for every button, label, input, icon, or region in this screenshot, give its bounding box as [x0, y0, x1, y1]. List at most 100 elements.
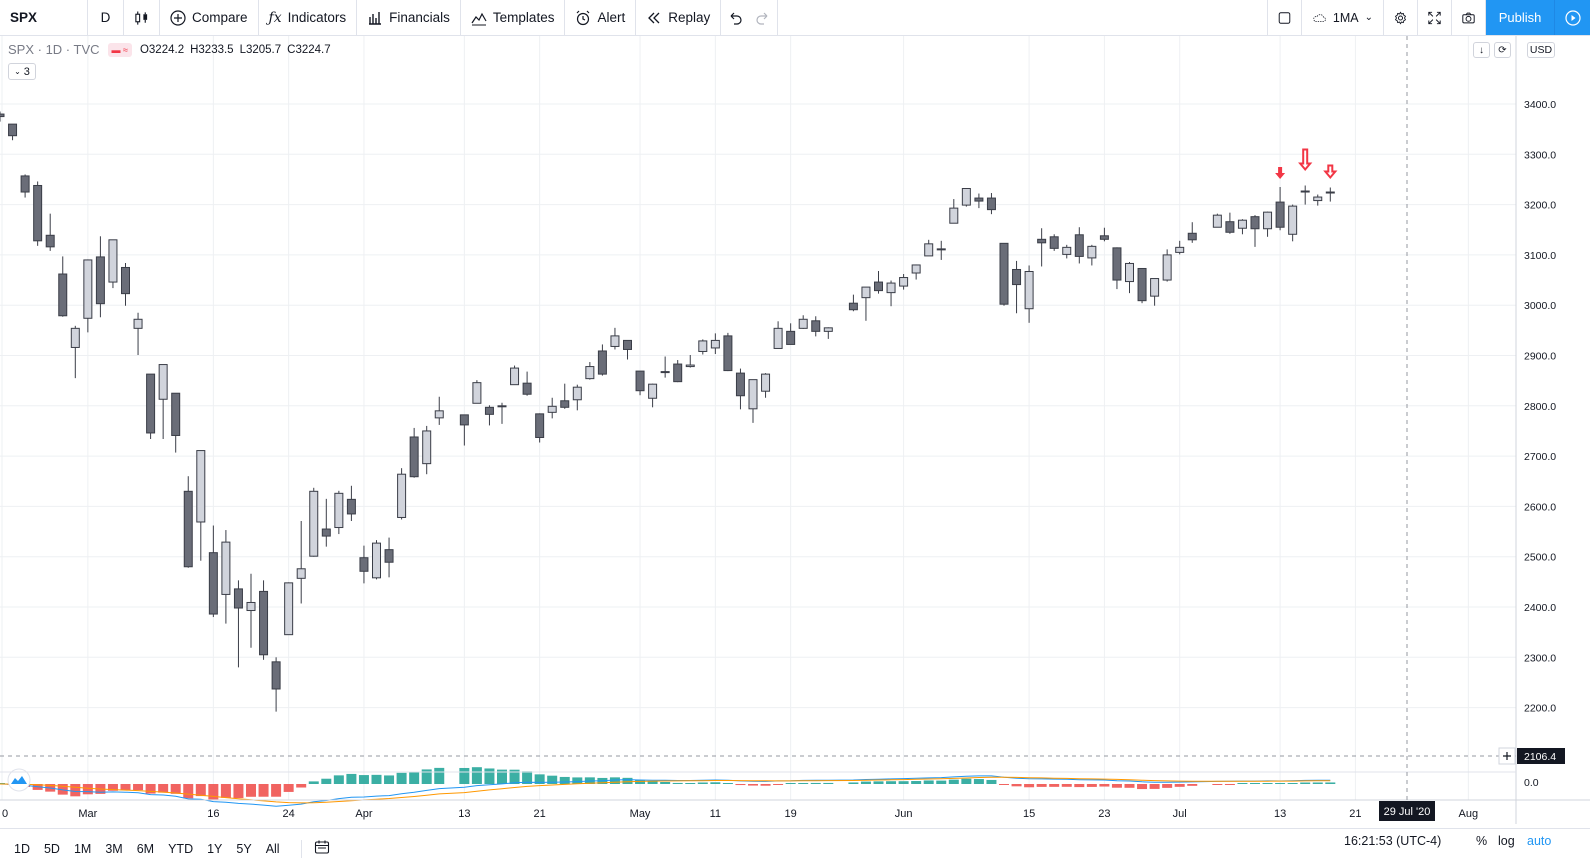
candle [673, 360, 683, 383]
candle-body [1112, 247, 1122, 281]
candle-body [70, 327, 80, 348]
candle-body [259, 590, 269, 656]
open-value: O3224.2 [139, 43, 185, 56]
candle-body [1325, 191, 1335, 194]
symbol-label: SPX [10, 10, 38, 25]
range-all[interactable]: All [265, 841, 280, 856]
range-1m[interactable]: 1M [73, 841, 92, 856]
series-legend[interactable]: SPX · 1D · TVC ▬ ≈ O3224.2 H3233.5 L3205… [8, 42, 331, 57]
settings-button[interactable] [1384, 0, 1418, 35]
candle-body [786, 330, 796, 345]
osc-histogram-bar [1212, 784, 1223, 785]
range-1d[interactable]: 1D [14, 841, 30, 856]
osc-histogram-bar [647, 781, 658, 784]
low-value: L3205.7 [239, 43, 282, 56]
percent-scale-button[interactable]: % [1476, 834, 1488, 848]
scroll-down-button[interactable]: ↓ [1473, 42, 1490, 58]
time-tick-label: Mar [78, 808, 97, 820]
chart-pane[interactable]: 3400.0 3300.0 3200.0 3100.0 3000.0 2900.0 2800… [0, 36, 1590, 824]
candle [284, 582, 294, 636]
financials-button[interactable]: Financials [357, 0, 461, 35]
candle [522, 371, 532, 396]
osc-histogram-bar [484, 768, 495, 784]
osc-histogram-bar [183, 784, 194, 799]
price-chart[interactable]: 3400.0 3300.0 3200.0 3100.0 3000.0 2900.0 2800… [0, 36, 1590, 824]
candle [1162, 249, 1172, 282]
candle-body [284, 582, 294, 636]
candle [723, 332, 733, 372]
candle [33, 181, 43, 246]
chart-grid [0, 36, 1516, 800]
candle-body [1225, 221, 1235, 233]
osc-histogram-bar [107, 784, 118, 791]
osc-histogram-bar [672, 782, 683, 784]
price-tick-label: 3200.0 [1524, 200, 1556, 212]
market-status-badge[interactable]: ▬ ≈ [107, 42, 132, 57]
templates-button[interactable]: Templates [461, 0, 566, 35]
indicators-toggle[interactable]: ⌄ 3 [8, 63, 36, 80]
candle [773, 321, 783, 349]
price-tick-label: 2900.0 [1524, 351, 1556, 363]
series-title[interactable]: SPX · 1D · TVC [8, 42, 100, 57]
candle-body [1024, 270, 1034, 310]
candle [786, 323, 796, 345]
snapshot-button[interactable] [1452, 0, 1486, 35]
layout-menu-button[interactable]: 1MA ⌄ [1302, 0, 1384, 35]
compare-label: Compare [192, 10, 248, 25]
candle-body [397, 473, 407, 518]
osc-histogram-bar [471, 767, 482, 784]
range-ytd[interactable]: YTD [168, 841, 194, 856]
compare-button[interactable]: Compare [160, 0, 259, 35]
candle-body [924, 243, 934, 257]
candle-body [735, 372, 745, 397]
play-button[interactable] [1554, 0, 1590, 35]
range-5d[interactable]: 5D [43, 841, 60, 856]
osc-histogram-bar [999, 784, 1009, 785]
osc-histogram-bar [1011, 784, 1022, 787]
redo-button[interactable] [749, 0, 779, 35]
indicators-button[interactable]: ƒx Indicators [259, 0, 358, 35]
range-1y[interactable]: 1Y [207, 841, 223, 856]
signal-markers [1275, 148, 1338, 180]
financials-label: Financials [389, 10, 450, 25]
osc-histogram-bar [622, 777, 633, 784]
alert-button[interactable]: Alert [565, 0, 637, 35]
candle [296, 520, 306, 604]
osc-histogram-bar [145, 784, 156, 794]
osc-histogram-bar [1325, 782, 1336, 784]
candle [271, 657, 281, 712]
interval-button[interactable]: D [88, 0, 124, 35]
range-6m[interactable]: 6M [136, 841, 155, 856]
osc-histogram-bar [1262, 783, 1273, 784]
symbol-search-button[interactable]: SPX [0, 0, 88, 35]
fullscreen-layout-button[interactable] [1268, 0, 1302, 35]
osc-histogram-bar [1174, 784, 1185, 787]
auto-scale-button[interactable]: auto [1527, 834, 1552, 848]
undo-button[interactable] [721, 0, 749, 35]
osc-histogram-bar [321, 778, 332, 784]
replay-label: Replay [668, 10, 711, 25]
reset-scale-button[interactable]: ⟳ [1494, 42, 1511, 58]
candle [334, 490, 344, 535]
arrow-down-icon [1298, 148, 1313, 172]
candle [635, 370, 645, 396]
range-3m[interactable]: 3M [105, 841, 123, 856]
candle-body [1313, 196, 1323, 202]
currency-button[interactable]: USD [1527, 42, 1555, 58]
candle-body [422, 430, 432, 465]
range-5y[interactable]: 5Y [236, 841, 252, 856]
publish-button[interactable]: Publish [1486, 0, 1554, 35]
go-to-date-button[interactable] [314, 839, 330, 858]
candle-body [936, 248, 946, 251]
arrow-down-icon [1275, 166, 1286, 179]
clock-timezone[interactable]: 16:21:53 (UTC-4) [1344, 834, 1442, 848]
replay-button[interactable]: Replay [636, 0, 722, 35]
candle-body [949, 207, 959, 224]
fullscreen-button[interactable] [1418, 0, 1452, 35]
fx-icon: ƒx [268, 9, 282, 26]
candle-body [1150, 278, 1160, 297]
candle [1187, 222, 1197, 243]
chart-style-button[interactable] [124, 0, 160, 35]
log-scale-button[interactable]: log [1498, 834, 1515, 848]
candle-body [334, 492, 344, 529]
